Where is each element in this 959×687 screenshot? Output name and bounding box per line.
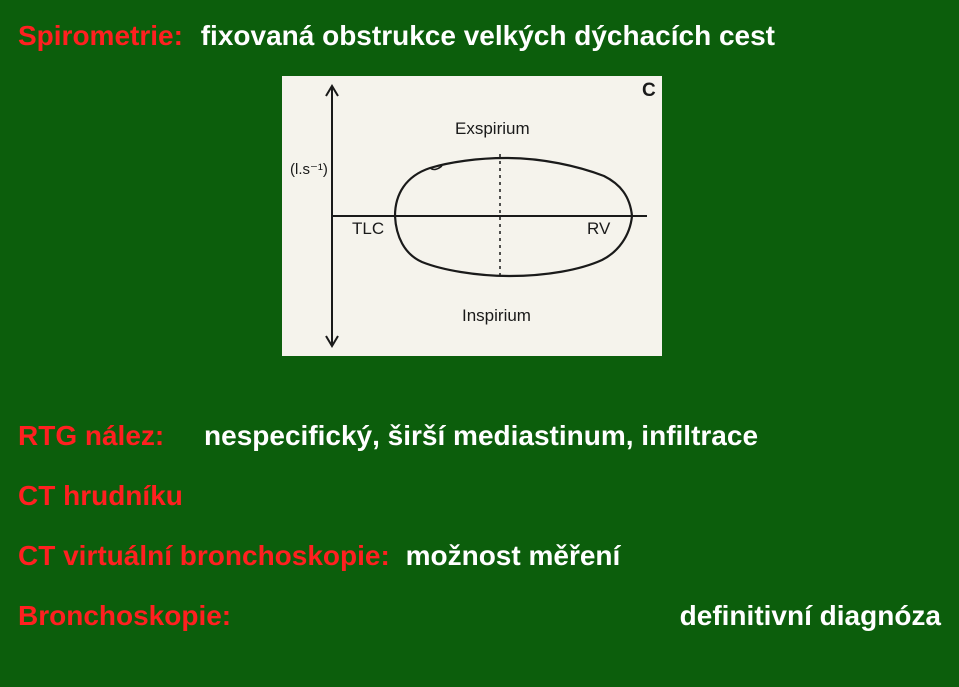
ct-virtualni-row: CT virtuální bronchoskopie: možnost měře… — [18, 540, 941, 572]
bronchoskopie-value: definitivní diagnóza — [680, 600, 941, 632]
bronchoskopie-row: Bronchoskopie: definitivní diagnóza — [18, 600, 941, 632]
title-label-red: Spirometrie: — [18, 20, 183, 51]
ct-hrudniku-row: CT hrudníku — [18, 480, 941, 512]
rv-label: RV — [587, 219, 611, 238]
exspirium-label: Exspirium — [455, 119, 530, 138]
rtg-row: RTG nález: nespecifický, širší mediastin… — [18, 420, 941, 452]
slide-title: Spirometrie: fixovaná obstrukce velkých … — [18, 20, 775, 52]
rtg-value: nespecifický, širší mediastinum, infiltr… — [204, 420, 758, 451]
ct-virtualni-value: možnost měření — [406, 540, 621, 571]
spirometry-diagram: (l.s⁻¹) C Exspirium TLC RV Inspirium — [282, 76, 662, 356]
tlc-label: TLC — [352, 219, 384, 238]
flow-volume-loop-svg: (l.s⁻¹) C Exspirium TLC RV Inspirium — [282, 76, 662, 356]
findings-list: RTG nález: nespecifický, širší mediastin… — [18, 420, 941, 660]
y-axis-label: (l.s⁻¹) — [290, 161, 328, 178]
inspirium-label: Inspirium — [462, 306, 531, 325]
corner-letter: C — [642, 80, 656, 101]
bronchoskopie-label: Bronchoskopie: — [18, 600, 231, 632]
ct-hrudniku-label: CT hrudníku — [18, 480, 183, 511]
ct-virtualni-label: CT virtuální bronchoskopie: — [18, 540, 390, 571]
title-label-white: fixovaná obstrukce velkých dýchacích ces… — [201, 20, 775, 51]
rtg-label: RTG nález: — [18, 420, 164, 451]
